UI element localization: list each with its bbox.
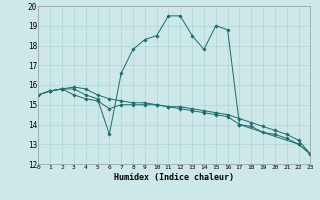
X-axis label: Humidex (Indice chaleur): Humidex (Indice chaleur) — [115, 173, 234, 182]
